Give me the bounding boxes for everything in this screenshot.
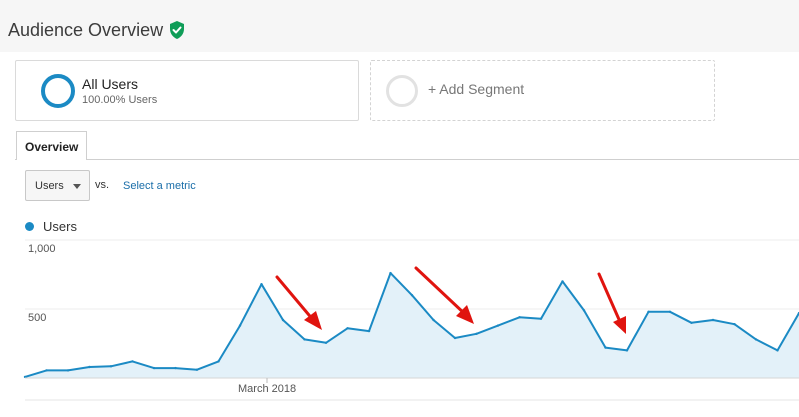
legend-label: Users <box>43 219 77 234</box>
segment-detail: 100.00% Users <box>82 94 158 106</box>
data-point <box>260 283 263 286</box>
shield-check-icon <box>170 21 184 39</box>
tab-divider <box>15 159 799 160</box>
select-metric-link[interactable]: Select a metric <box>123 180 196 192</box>
data-point <box>367 329 371 333</box>
segment-color-ring-icon <box>41 74 75 108</box>
data-point <box>582 309 586 312</box>
data-point <box>475 332 478 335</box>
annotation-arrow-1 <box>275 275 322 330</box>
data-point <box>346 327 349 330</box>
data-point <box>109 365 113 368</box>
data-point <box>389 271 392 275</box>
data-point <box>303 338 306 341</box>
data-point <box>410 294 414 297</box>
data-point <box>453 336 457 340</box>
segment-name: All Users <box>82 76 139 92</box>
data-point <box>324 341 328 344</box>
data-point <box>217 360 220 363</box>
data-point <box>647 310 650 313</box>
data-point <box>518 316 521 319</box>
data-point <box>281 318 285 322</box>
empty-segment-ring-icon <box>386 75 418 107</box>
x-tick-label-march-2018: March 2018 <box>238 383 296 395</box>
data-point <box>754 338 758 341</box>
users-series-points <box>23 271 799 379</box>
annotation-arrow-3 <box>597 272 626 334</box>
y-tick-label-1000: 1,000 <box>28 243 56 255</box>
data-point <box>238 324 242 327</box>
y-tick-label-500: 500 <box>28 312 46 324</box>
legend-dot-icon <box>25 222 34 231</box>
data-point <box>45 369 48 372</box>
data-point <box>131 360 134 363</box>
data-point <box>496 324 500 327</box>
add-segment-button[interactable]: + Add Segment <box>370 60 715 121</box>
metric-dropdown-value: Users <box>35 180 64 192</box>
data-point <box>604 346 607 349</box>
users-series-area <box>25 273 799 378</box>
data-point <box>66 369 70 372</box>
data-point <box>711 318 715 322</box>
data-point <box>88 365 91 369</box>
data-point <box>733 323 736 326</box>
data-point <box>432 318 435 322</box>
data-point <box>152 366 156 370</box>
chevron-down-icon <box>73 184 81 189</box>
data-point <box>23 375 27 379</box>
data-point <box>174 366 177 370</box>
metric-dropdown[interactable]: Users <box>25 170 90 201</box>
page-header: Audience Overview <box>0 0 799 52</box>
data-point <box>195 368 199 371</box>
tab-overview-label: Overview <box>25 140 79 154</box>
annotation-arrow-2 <box>414 266 474 324</box>
add-segment-label: + Add Segment <box>428 81 525 97</box>
data-point <box>668 310 672 313</box>
data-point <box>690 321 693 324</box>
data-point <box>776 349 779 352</box>
tab-overview[interactable]: Overview <box>16 131 87 160</box>
segment-all-users[interactable]: All Users 100.00% Users <box>15 60 359 121</box>
data-point <box>539 317 543 320</box>
data-point <box>625 349 629 352</box>
data-point <box>561 280 564 283</box>
vs-label: vs. <box>95 179 110 191</box>
page-title: Audience Overview <box>8 20 164 40</box>
